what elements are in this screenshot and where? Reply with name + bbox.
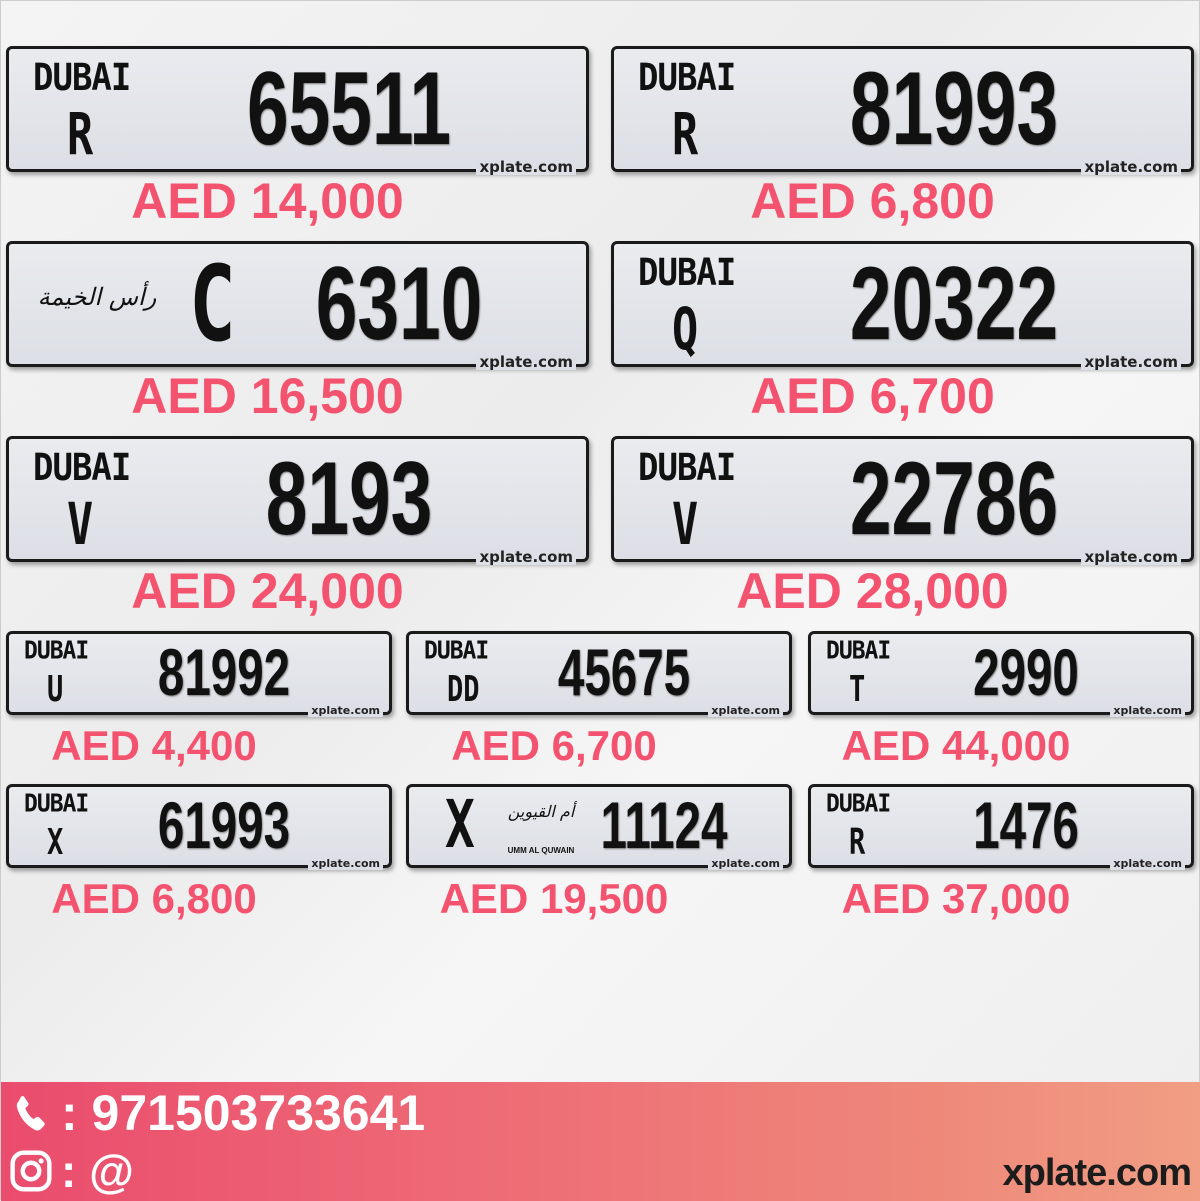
- plate-code: C: [189, 243, 236, 365]
- emirate-logo: أم القيوين: [507, 802, 575, 821]
- plate-price: AED 4,400: [51, 722, 257, 769]
- plate-number: 2990: [973, 635, 1079, 709]
- license-plate[interactable]: DUBAI U 81992 xplate.com: [6, 631, 392, 717]
- plate-code: X: [47, 822, 64, 863]
- emirate-label: DUBAI: [638, 446, 736, 490]
- plate-watermark: xplate.com: [476, 353, 576, 370]
- plate-watermark: xplate.com: [1081, 548, 1181, 565]
- plate-watermark: xplate.com: [1110, 704, 1185, 717]
- website-link[interactable]: xplate.com: [1002, 1152, 1192, 1195]
- plate-code: R: [849, 822, 866, 863]
- emirate-label: DUBAI: [638, 251, 736, 295]
- license-plate[interactable]: DUBAI Q 20322 xplate.com: [611, 241, 1194, 370]
- emirate-label: DUBAI: [24, 636, 89, 666]
- plate-watermark: xplate.com: [1081, 158, 1181, 175]
- instagram-icon: [10, 1150, 52, 1192]
- instagram-handle[interactable]: : @: [61, 1145, 134, 1197]
- emirate-label: DUBAI: [424, 636, 489, 666]
- plate-code: V: [672, 490, 699, 558]
- plate-number: 1476: [973, 788, 1079, 862]
- plate-price: AED 37,000: [841, 875, 1071, 922]
- plate-watermark: xplate.com: [476, 158, 576, 175]
- license-plate[interactable]: DUBAI X 61993 xplate.com: [6, 784, 392, 870]
- plate-number: 61993: [157, 788, 291, 862]
- plate-number: 6310: [315, 246, 483, 362]
- plate-code: T: [849, 669, 866, 710]
- plate-watermark: xplate.com: [476, 548, 576, 565]
- plate-code: X: [445, 786, 475, 863]
- plate-code: U: [47, 669, 64, 710]
- plate-number: 11124: [600, 788, 728, 862]
- emirate-label: DUBAI: [826, 636, 891, 666]
- plate-number: 8193: [265, 441, 433, 557]
- emirate-label: DUBAI: [638, 56, 736, 100]
- plate-watermark: xplate.com: [1081, 353, 1181, 370]
- phone-row[interactable]: : 971503733641: [9, 1086, 425, 1141]
- license-plate[interactable]: رأس الخيمة C 6310 xplate.com: [6, 241, 589, 370]
- license-plate[interactable]: DUBAI R 1476 xplate.com: [808, 784, 1194, 870]
- plate-price: AED 6,800: [750, 173, 995, 229]
- plate-code: Q: [672, 295, 699, 363]
- license-plate[interactable]: DUBAI R 65511 xplate.com: [6, 46, 589, 175]
- plate-code: DD: [447, 669, 480, 710]
- license-plate[interactable]: DUBAI T 2990 xplate.com: [808, 631, 1194, 717]
- license-plate[interactable]: DUBAI V 22786 xplate.com: [611, 436, 1194, 565]
- plate-watermark: xplate.com: [1110, 857, 1185, 870]
- plate-number: 22786: [849, 441, 1059, 557]
- plate-price: AED 16,500: [131, 368, 404, 424]
- plate-watermark: xplate.com: [708, 704, 783, 717]
- contact-footer: : 971503733641 : @ xplate.com: [1, 1082, 1200, 1201]
- plate-code: V: [67, 490, 94, 558]
- plate-price: AED 14,000: [131, 173, 404, 229]
- instagram-row[interactable]: : @: [9, 1146, 134, 1197]
- plate-price: AED 6,700: [451, 722, 657, 769]
- plate-code: R: [67, 100, 94, 168]
- emirate-label: DUBAI: [33, 56, 131, 100]
- plate-number: 81993: [849, 51, 1059, 167]
- emirate-label: DUBAI: [826, 789, 891, 819]
- plate-price: AED 6,800: [51, 875, 257, 922]
- emirate-label: DUBAI: [24, 789, 89, 819]
- emirate-label: DUBAI: [33, 446, 131, 490]
- license-plate[interactable]: DUBAI DD 45675 xplate.com: [406, 631, 792, 717]
- plate-watermark: xplate.com: [708, 857, 783, 870]
- plate-number: 45675: [557, 635, 691, 709]
- plate-price: AED 24,000: [131, 563, 404, 619]
- license-plate[interactable]: DUBAI R 81993 xplate.com: [611, 46, 1194, 175]
- emirate-logo: رأس الخيمة: [37, 283, 157, 311]
- plate-price: AED 19,500: [439, 875, 669, 922]
- plate-price: AED 6,700: [750, 368, 995, 424]
- emirate-logo-caption: UMM AL QUWAIN: [507, 846, 575, 855]
- phone-icon: [16, 1095, 45, 1130]
- plate-price: AED 28,000: [736, 563, 1009, 619]
- plate-watermark: xplate.com: [308, 704, 383, 717]
- plate-number: 81992: [157, 635, 291, 709]
- license-plate[interactable]: X أم القيوين UMM AL QUWAIN 11124 xplate.com: [406, 784, 792, 870]
- license-plate[interactable]: DUBAI V 8193 xplate.com: [6, 436, 589, 565]
- plate-number: 20322: [849, 246, 1059, 362]
- plate-code: R: [672, 100, 699, 168]
- plate-number: 65511: [246, 51, 452, 167]
- phone-number[interactable]: : 971503733641: [61, 1085, 426, 1141]
- plate-watermark: xplate.com: [308, 857, 383, 870]
- plate-price: AED 44,000: [841, 722, 1071, 769]
